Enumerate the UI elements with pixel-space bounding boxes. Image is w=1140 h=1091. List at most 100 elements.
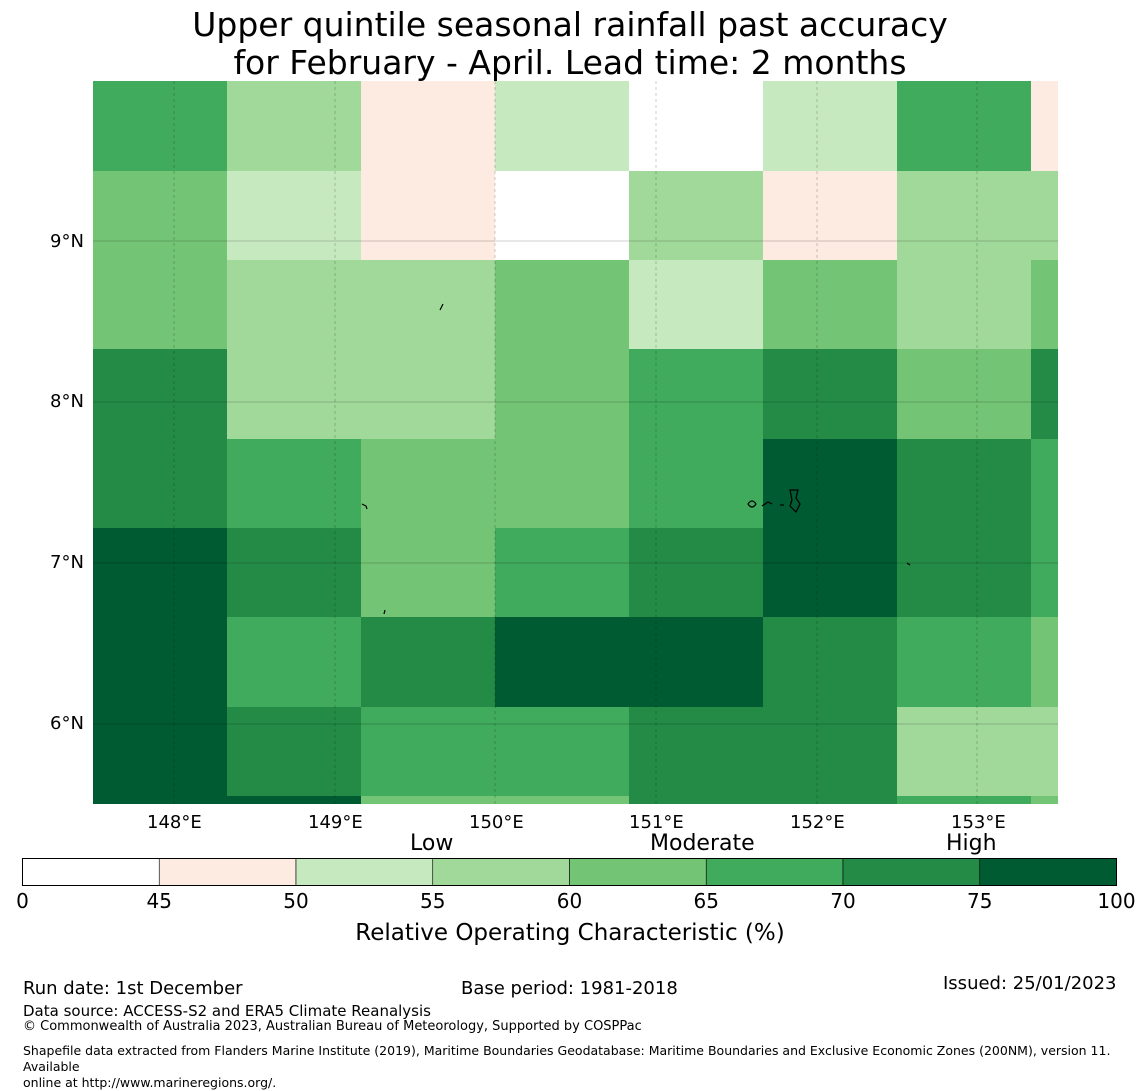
colorbar-tick-label: 60 [540, 889, 600, 913]
map-grid-cell [1031, 617, 1058, 707]
map-grid-cell [629, 617, 763, 707]
map-grid-cell [361, 707, 495, 796]
colorbar-tick-label: 55 [403, 889, 463, 913]
map-grid-cell [763, 617, 897, 707]
map-grid-cell [93, 439, 227, 528]
map-grid-cells [93, 81, 1058, 804]
colorbar-swatch [23, 859, 160, 886]
colorbar-swatch [296, 859, 433, 886]
shapefile-credit-line-2: online at http://www.marineregions.org/. [23, 1075, 1138, 1091]
map-grid-cell [495, 796, 629, 804]
map-grid-cell [629, 796, 763, 804]
map-grid-cell [361, 349, 495, 439]
map-grid-cell [93, 796, 361, 804]
lon-tick-label: 152°E [790, 812, 845, 833]
map-grid-cell [93, 617, 227, 707]
map-grid-cell [897, 439, 1031, 528]
map-grid-cell [1031, 528, 1058, 617]
lat-tick-label: 8°N [50, 391, 84, 412]
map-grid-cell [1031, 81, 1058, 171]
map-grid-cell [629, 81, 763, 171]
shapefile-credit-line-1: Shapefile data extracted from Flanders M… [23, 1043, 1138, 1075]
map-grid-cell [93, 171, 227, 260]
map-grid-cell [763, 796, 897, 804]
colorbar-swatch [433, 859, 570, 886]
data-source: Data source: ACCESS-S2 and ERA5 Climate … [23, 1002, 431, 1020]
map-grid-cell [629, 260, 763, 349]
map-grid-cell [897, 617, 1031, 707]
map-grid-cell [361, 528, 495, 617]
colorbar-tick-label: 70 [813, 889, 873, 913]
map-grid-cell [897, 528, 1031, 617]
map-grid-cell [495, 707, 629, 796]
map-grid-cell [629, 171, 763, 260]
map-grid-cell [227, 260, 361, 349]
lon-tick-label: 150°E [469, 812, 524, 833]
map-grid-cell [1031, 260, 1058, 349]
category-label-high: High [946, 831, 997, 856]
colorbar-tick-label: 50 [266, 889, 326, 913]
map-grid-cell [227, 528, 361, 617]
colorbar-tick-label: 100 [1087, 889, 1140, 913]
colorbar-tick-label: 0 [0, 889, 53, 913]
map-grid-cell [1031, 171, 1058, 260]
map-grid-cell [361, 796, 495, 804]
lon-tick-label: 151°E [629, 812, 684, 833]
colorbar-axis-label: Relative Operating Characteristic (%) [0, 920, 1140, 946]
map-grid-cell [897, 349, 1031, 439]
map-grid-cell [629, 439, 763, 528]
map-grid-cell [361, 81, 495, 171]
colorbar-tick-label: 65 [676, 889, 736, 913]
map-grid-cell [93, 528, 227, 617]
lon-tick-label: 149°E [308, 812, 363, 833]
map-grid-cell [495, 439, 629, 528]
map-grid-cell [227, 171, 361, 260]
chart-title: Upper quintile seasonal rainfall past ac… [0, 6, 1140, 82]
colorbar-swatch [570, 859, 707, 886]
map-grid-cell [227, 439, 361, 528]
map-grid-cell [897, 171, 1031, 260]
map-grid-cell [1031, 349, 1058, 439]
colorbar-tick-label: 45 [129, 889, 189, 913]
shapefile-credit: Shapefile data extracted from Flanders M… [23, 1043, 1138, 1091]
map-grid-cell [361, 439, 495, 528]
base-period: Base period: 1981-2018 [461, 978, 678, 999]
map-grid-cell [629, 528, 763, 617]
run-date: Run date: 1st December [23, 978, 243, 999]
map-grid-cell [1031, 439, 1058, 528]
colorbar-swatch [980, 859, 1117, 886]
map-grid-cell [495, 528, 629, 617]
colorbar-swatch [159, 859, 296, 886]
map-grid-cell [227, 617, 361, 707]
map-grid-cell [361, 617, 495, 707]
map-grid-cell [763, 349, 897, 439]
map-grid-cell [1031, 796, 1058, 804]
lat-tick-label: 6°N [50, 713, 84, 734]
map-grid-cell [93, 260, 227, 349]
map-grid-cell [495, 349, 629, 439]
colorbar [22, 858, 1118, 888]
map-grid-cell [495, 617, 629, 707]
category-label-low: Low [410, 831, 453, 856]
lat-tick-label: 9°N [50, 231, 84, 252]
map-grid-cell [227, 349, 361, 439]
issued-date: Issued: 25/01/2023 [943, 973, 1117, 994]
lon-tick-label: 153°E [951, 812, 1006, 833]
map-grid-cell [763, 707, 897, 796]
lat-tick-label: 7°N [50, 552, 84, 573]
map-grid-cell [1031, 707, 1058, 796]
map-grid-cell [763, 260, 897, 349]
map-grid-cell [629, 349, 763, 439]
map-grid-cell [897, 260, 1031, 349]
lon-tick-label: 148°E [147, 812, 202, 833]
map-grid-cell [93, 81, 227, 171]
colorbar-swatch [706, 859, 843, 886]
map-grid-cell [763, 439, 897, 528]
map-grid-cell [361, 260, 495, 349]
copyright: © Commonwealth of Australia 2023, Austra… [23, 1019, 642, 1035]
map-grid-cell [629, 707, 763, 796]
title-line-1: Upper quintile seasonal rainfall past ac… [0, 6, 1140, 44]
map-grid-cell [897, 81, 1031, 171]
map-grid-cell [897, 796, 1031, 804]
